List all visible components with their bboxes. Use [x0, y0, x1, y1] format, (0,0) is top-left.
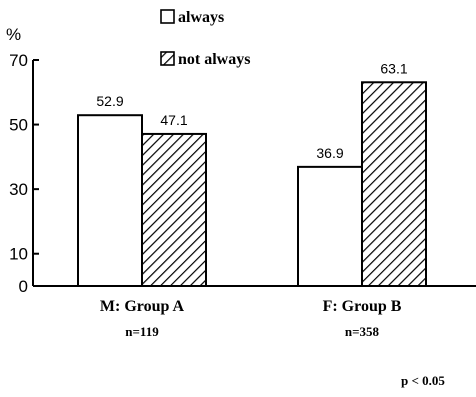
y-tick-label: 30 — [9, 180, 28, 199]
legend-swatch-always — [160, 9, 175, 24]
data-label: 63.1 — [380, 60, 407, 76]
y-tick-label: 50 — [9, 116, 28, 135]
category-labels: M: Group A n=119 F: Group B n=358 — [100, 298, 402, 339]
data-label: 47.1 — [160, 112, 187, 128]
data-label: 36.9 — [316, 145, 343, 161]
p-value-annotation: p < 0.05 — [401, 373, 445, 388]
y-ticks: 0 10 30 50 70 — [9, 51, 39, 296]
y-axis-unit-label: % — [6, 25, 21, 44]
data-label: 52.9 — [96, 93, 123, 109]
bar-not-always-1 — [361, 81, 427, 287]
category-sample-size: n=358 — [345, 324, 380, 339]
category-sample-size: n=119 — [125, 324, 159, 339]
y-tick-label: 10 — [9, 245, 28, 264]
y-tick-label: 0 — [19, 277, 28, 296]
category-label: F: Group B — [323, 298, 402, 315]
bar-always-0 — [77, 114, 143, 287]
y-tick-label: 70 — [9, 51, 28, 70]
data-labels: 52.9 36.9 47.1 63.1 — [96, 60, 407, 161]
legend-swatch-not-always — [160, 51, 175, 66]
legend: always not always — [160, 9, 250, 68]
category-label: M: Group A — [100, 298, 185, 315]
bar-always-1 — [297, 165, 363, 287]
bars — [77, 81, 427, 287]
legend-label-always: always — [178, 9, 224, 26]
bar-not-always-0 — [141, 132, 207, 287]
legend-label-not-always: not always — [178, 51, 250, 68]
